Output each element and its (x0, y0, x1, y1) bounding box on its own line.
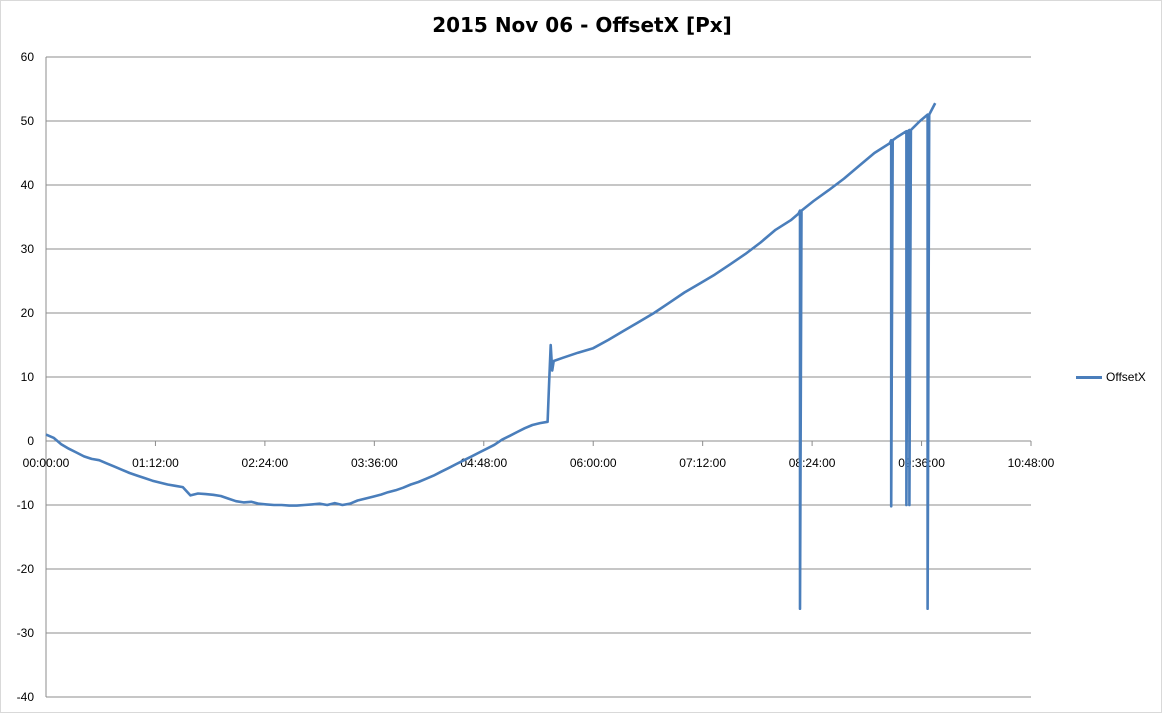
x-tick-label: 07:12:00 (679, 456, 726, 470)
legend-label: OffsetX (1106, 370, 1146, 384)
y-tick-label: 0 (27, 434, 34, 448)
x-tick-label: 03:36:00 (351, 456, 398, 470)
y-tick-label: -10 (17, 498, 35, 512)
y-tick-label: 40 (21, 178, 35, 192)
x-tick-label: 08:24:00 (789, 456, 836, 470)
x-tick-label: 04:48:00 (460, 456, 507, 470)
y-tick-label: 10 (21, 370, 35, 384)
series-line-offsetx (45, 102, 937, 610)
x-tick-label: 00:00:00 (23, 456, 70, 470)
x-tick-label: 10:48:00 (1008, 456, 1055, 470)
x-tick-label: 06:00:00 (570, 456, 617, 470)
y-tick-label: 50 (21, 114, 35, 128)
x-tick-label: 01:12:00 (132, 456, 179, 470)
x-tick-label: 02:24:00 (242, 456, 289, 470)
legend-swatch (1076, 375, 1102, 379)
chart-title: 2015 Nov 06 - OffsetX [Px] (432, 13, 732, 37)
y-tick-label: -40 (17, 690, 35, 704)
y-tick-label: 30 (21, 242, 35, 256)
y-tick-label: 20 (21, 306, 35, 320)
y-tick-label: -20 (17, 562, 35, 576)
legend: OffsetX (1076, 370, 1146, 384)
y-tick-label: -30 (17, 626, 35, 640)
y-tick-label: 60 (21, 50, 35, 64)
